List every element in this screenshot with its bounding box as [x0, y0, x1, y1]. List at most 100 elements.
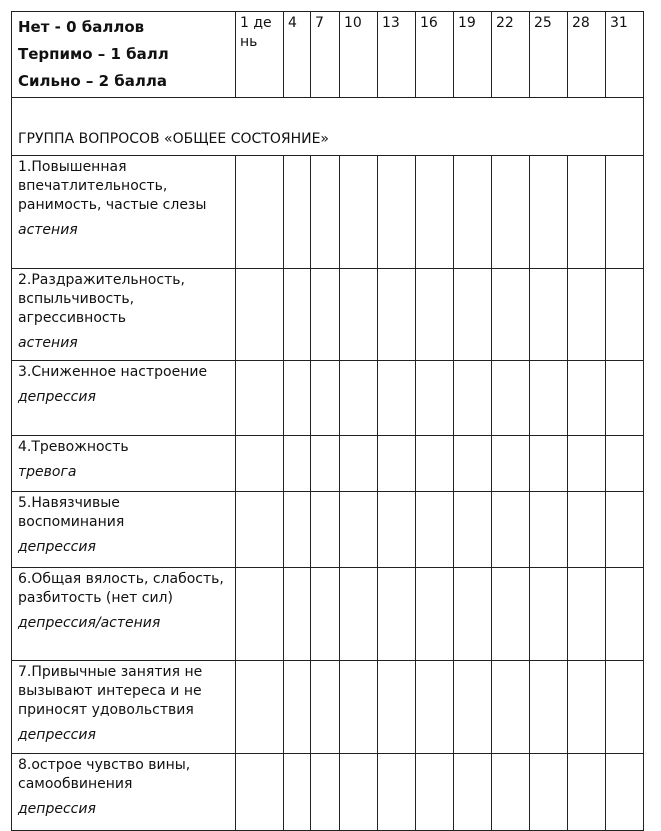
score-cell[interactable]: [283, 567, 311, 661]
score-cell[interactable]: [567, 155, 606, 269]
score-cell[interactable]: [415, 268, 454, 361]
score-cell[interactable]: [283, 155, 311, 269]
score-cell[interactable]: [415, 753, 454, 831]
score-cell[interactable]: [605, 435, 644, 492]
score-cell[interactable]: [377, 268, 416, 361]
question-row: 4.Тревожность тревога: [11, 435, 644, 492]
score-cell[interactable]: [283, 360, 311, 436]
score-cell[interactable]: [310, 360, 340, 436]
score-cell[interactable]: [415, 491, 454, 568]
legend-item: Нет - 0 баллов: [18, 18, 145, 36]
question-cell: 3.Сниженное настроение депрессия: [11, 360, 236, 436]
day-column-header: 10: [339, 11, 378, 98]
score-cell[interactable]: [235, 753, 284, 831]
question-text: 4.Тревожность: [18, 439, 129, 455]
score-cell[interactable]: [339, 435, 378, 492]
score-cell[interactable]: [377, 567, 416, 661]
score-cell[interactable]: [529, 753, 568, 831]
score-cell[interactable]: [235, 155, 284, 269]
score-cell[interactable]: [339, 360, 378, 436]
score-cell[interactable]: [283, 753, 311, 831]
score-cell[interactable]: [377, 491, 416, 568]
score-cell[interactable]: [605, 268, 644, 361]
score-cell[interactable]: [491, 360, 530, 436]
score-cell[interactable]: [453, 360, 492, 436]
score-cell[interactable]: [491, 155, 530, 269]
question-cell: 6.Общая вялость, слабость, разбитость (н…: [11, 567, 236, 661]
score-cell[interactable]: [377, 155, 416, 269]
score-cell[interactable]: [529, 360, 568, 436]
score-cell[interactable]: [310, 567, 340, 661]
score-cell[interactable]: [453, 491, 492, 568]
score-cell[interactable]: [377, 753, 416, 831]
score-cell[interactable]: [339, 567, 378, 661]
score-cell[interactable]: [567, 567, 606, 661]
score-cell[interactable]: [283, 268, 311, 361]
score-cell[interactable]: [605, 155, 644, 269]
score-cell[interactable]: [529, 155, 568, 269]
score-cell[interactable]: [339, 660, 378, 754]
score-cell[interactable]: [339, 753, 378, 831]
score-cell[interactable]: [453, 435, 492, 492]
score-cell[interactable]: [235, 360, 284, 436]
score-cell[interactable]: [415, 360, 454, 436]
score-cell[interactable]: [605, 567, 644, 661]
score-cell[interactable]: [377, 435, 416, 492]
score-cell[interactable]: [529, 491, 568, 568]
score-cell[interactable]: [529, 660, 568, 754]
day-column-header: 31: [605, 11, 644, 98]
score-cell[interactable]: [529, 567, 568, 661]
score-cell[interactable]: [491, 491, 530, 568]
score-cell[interactable]: [605, 753, 644, 831]
score-cell[interactable]: [310, 660, 340, 754]
score-cell[interactable]: [491, 567, 530, 661]
score-cell[interactable]: [415, 567, 454, 661]
score-cell[interactable]: [235, 268, 284, 361]
score-cell[interactable]: [491, 660, 530, 754]
score-cell[interactable]: [529, 435, 568, 492]
score-cell[interactable]: [310, 268, 340, 361]
score-cell[interactable]: [283, 491, 311, 568]
score-cell[interactable]: [567, 360, 606, 436]
score-cell[interactable]: [453, 155, 492, 269]
score-cell[interactable]: [453, 660, 492, 754]
score-cell[interactable]: [283, 660, 311, 754]
score-cell[interactable]: [339, 155, 378, 269]
question-row: 3.Сниженное настроение депрессия: [11, 360, 644, 436]
score-cell[interactable]: [567, 435, 606, 492]
score-cell[interactable]: [235, 567, 284, 661]
score-cell[interactable]: [567, 753, 606, 831]
score-cell[interactable]: [377, 360, 416, 436]
score-cell[interactable]: [235, 435, 284, 492]
day-column-header: 19: [453, 11, 492, 98]
score-cell[interactable]: [491, 753, 530, 831]
question-cell: 7.Привычные занятия не вызывают интереса…: [11, 660, 236, 754]
score-cell[interactable]: [339, 491, 378, 568]
score-cell[interactable]: [339, 268, 378, 361]
score-cell[interactable]: [567, 268, 606, 361]
score-cell[interactable]: [529, 268, 568, 361]
score-cell[interactable]: [235, 660, 284, 754]
score-cell[interactable]: [310, 753, 340, 831]
score-cell[interactable]: [453, 567, 492, 661]
score-cell[interactable]: [491, 268, 530, 361]
score-cell[interactable]: [377, 660, 416, 754]
score-cell[interactable]: [415, 435, 454, 492]
score-cell[interactable]: [567, 491, 606, 568]
score-cell[interactable]: [605, 660, 644, 754]
score-cell[interactable]: [605, 360, 644, 436]
score-cell[interactable]: [283, 435, 311, 492]
score-cell[interactable]: [453, 753, 492, 831]
score-cell[interactable]: [491, 435, 530, 492]
score-cell[interactable]: [310, 155, 340, 269]
score-cell[interactable]: [605, 491, 644, 568]
score-cell[interactable]: [415, 155, 454, 269]
legend-item: Сильно – 2 балла: [18, 72, 167, 90]
score-cell[interactable]: [415, 660, 454, 754]
day-column-header: 25: [529, 11, 568, 98]
score-cell[interactable]: [567, 660, 606, 754]
score-cell[interactable]: [310, 491, 340, 568]
score-cell[interactable]: [310, 435, 340, 492]
score-cell[interactable]: [235, 491, 284, 568]
score-cell[interactable]: [453, 268, 492, 361]
